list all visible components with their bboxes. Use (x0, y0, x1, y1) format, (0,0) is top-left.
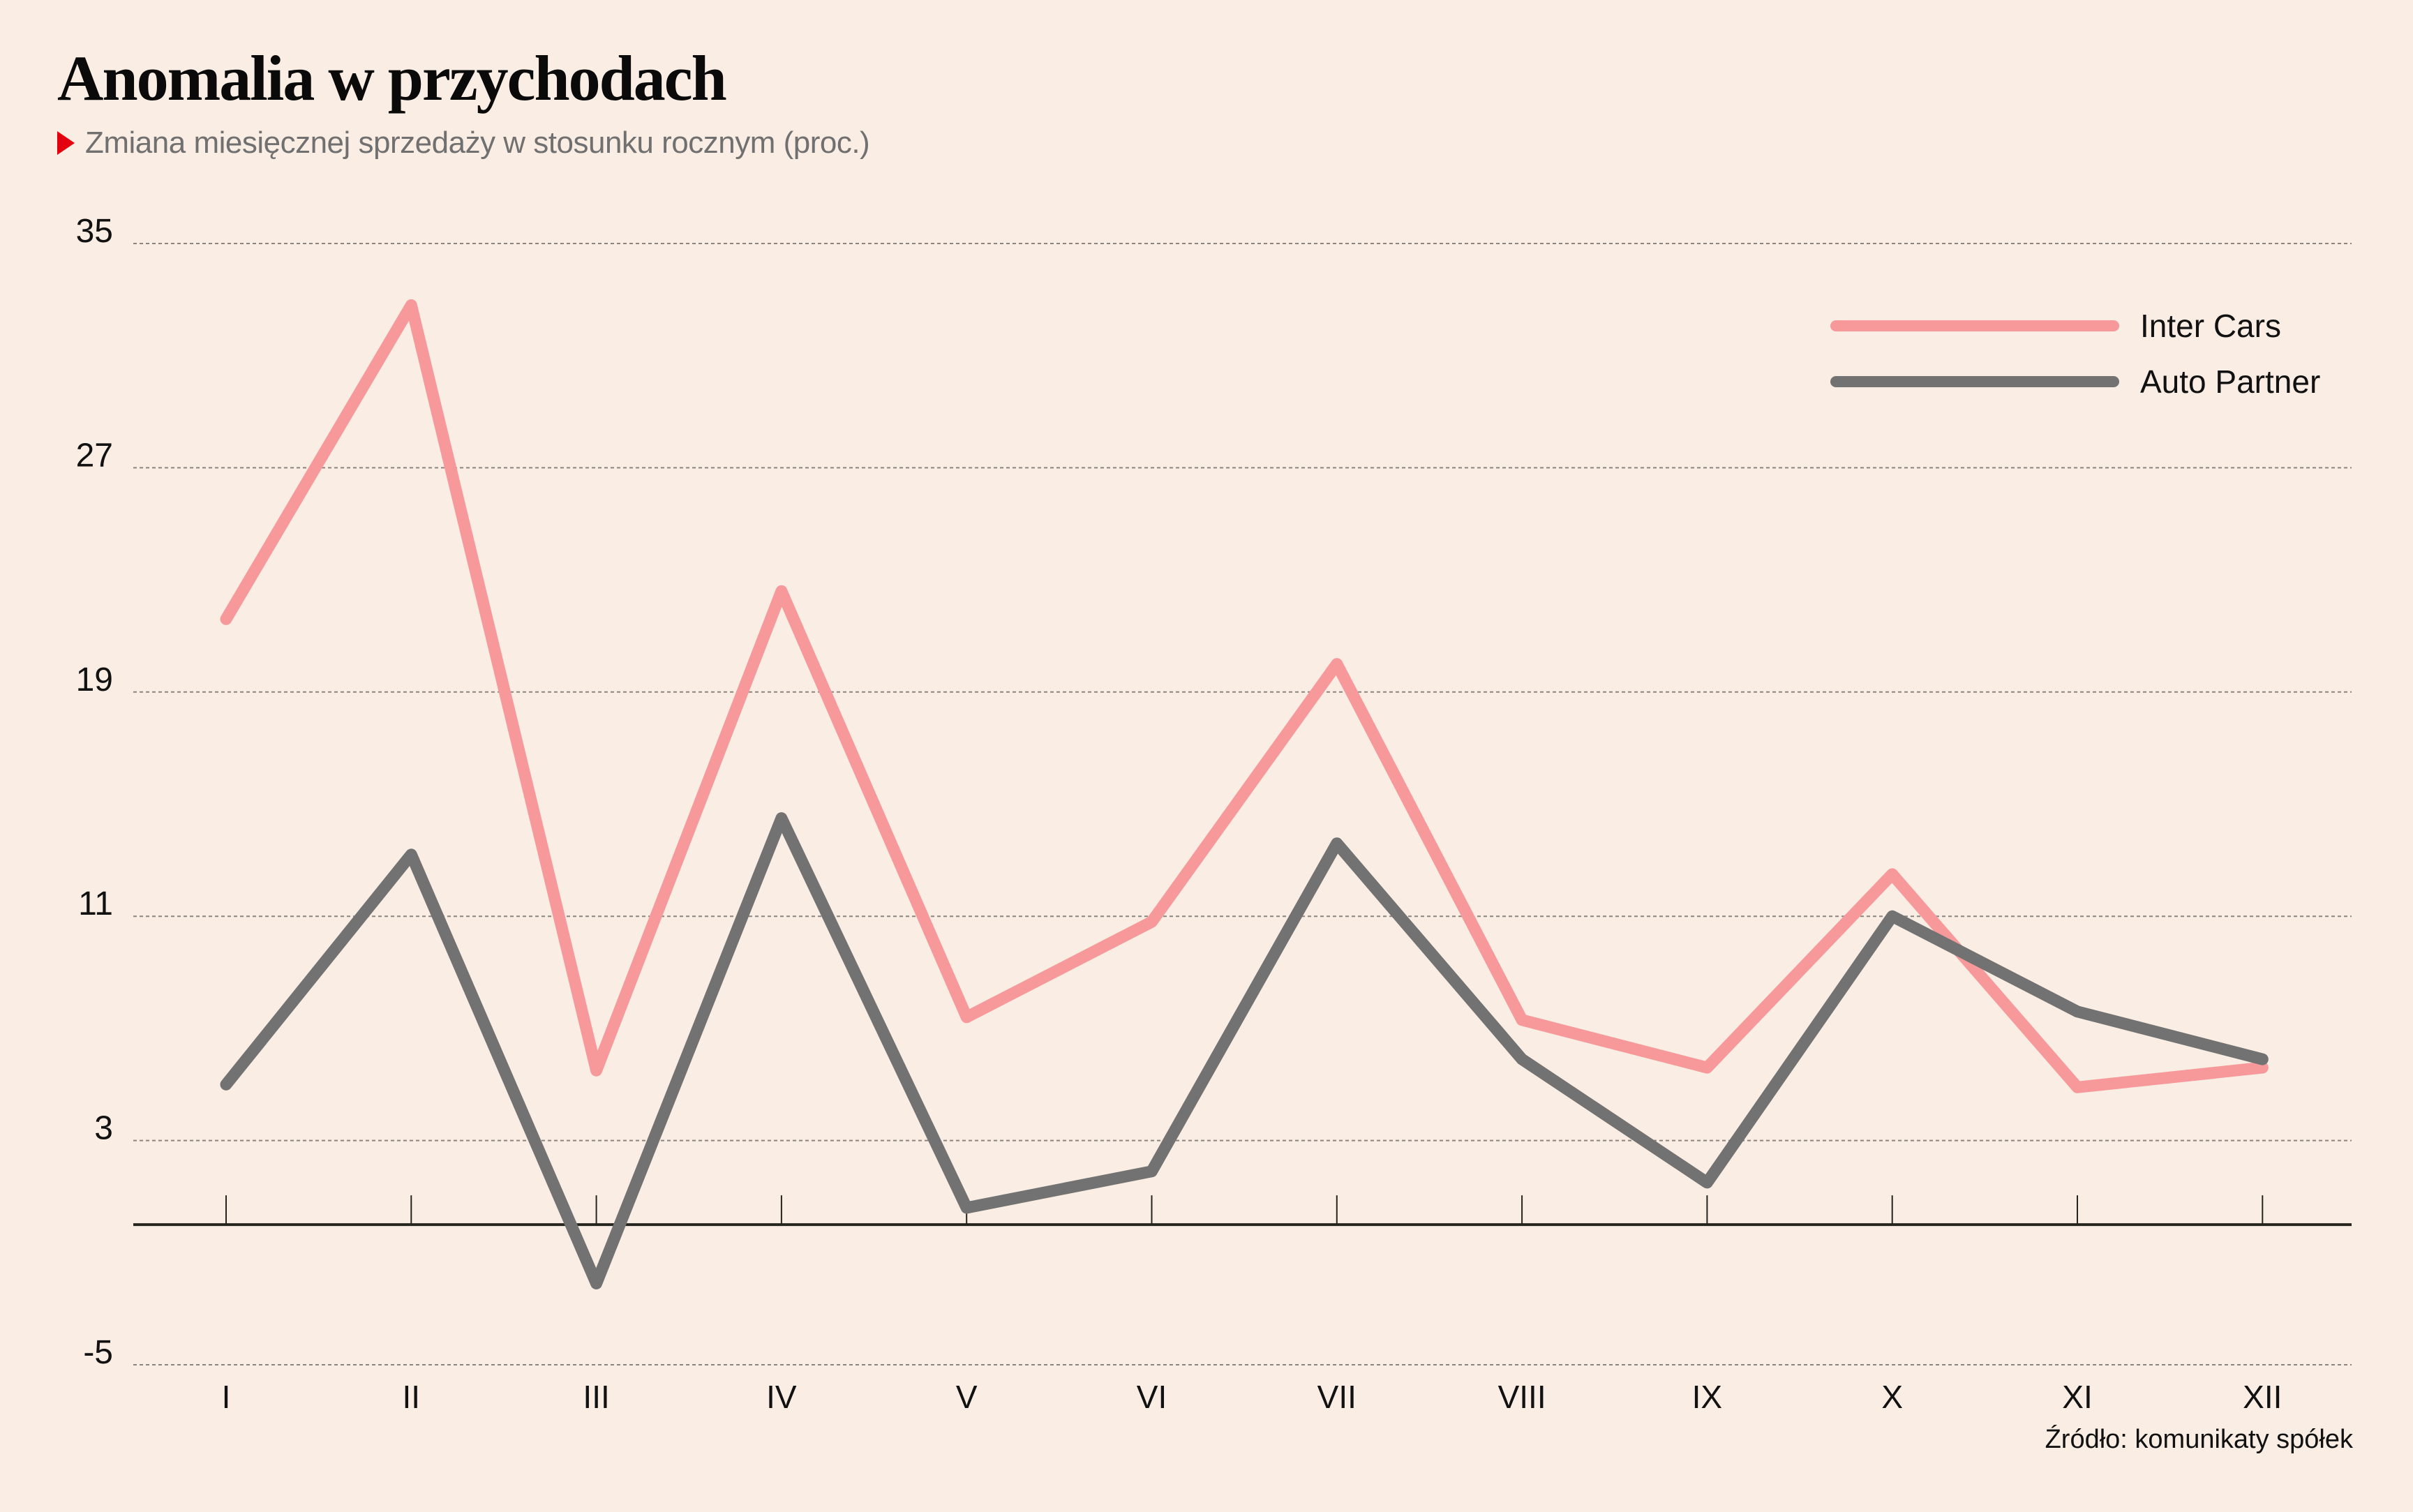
chart-subtitle: Zmiana miesięcznej sprzedaży w stosunku … (57, 126, 870, 160)
y-tick-label: 19 (76, 661, 113, 698)
legend-item-auto-partner: Auto Partner (1830, 364, 2320, 400)
y-tick-label: 27 (76, 437, 113, 474)
y-tick-label: 3 (94, 1110, 113, 1147)
x-tick-label: VII (1317, 1379, 1357, 1415)
x-tick-label: XI (2062, 1379, 2092, 1415)
x-tick-label: II (403, 1379, 421, 1415)
x-tick-label: VI (1137, 1379, 1167, 1415)
x-axis-labels: I II III IV V VI VII VIII IX X XI XII (222, 1379, 2283, 1415)
x-tick-label: VIII (1498, 1379, 1546, 1415)
legend-label: Inter Cars (2140, 308, 2281, 344)
y-tick-label: 35 (76, 213, 113, 250)
x-tick-label: X (1881, 1379, 1903, 1415)
triangle-marker-icon (57, 131, 75, 155)
x-tick-label: XII (2243, 1379, 2282, 1415)
chart-title: Anomalia w przychodach (57, 43, 727, 114)
series-lines (220, 299, 2269, 1289)
chart-subtitle-text: Zmiana miesięcznej sprzedaży w stosunku … (85, 126, 870, 160)
y-axis-labels: 35 27 19 11 3 -5 (76, 213, 113, 1371)
source-note: Źródło: komunikaty spółek (2045, 1425, 2353, 1454)
legend-label: Auto Partner (2140, 364, 2320, 400)
x-tick-label: III (583, 1379, 609, 1415)
series-line-auto-partner (220, 812, 2269, 1289)
legend-item-inter-cars: Inter Cars (1830, 308, 2281, 344)
x-tick-label: I (222, 1379, 231, 1415)
legend: Inter Cars Auto Partner (1830, 308, 2320, 400)
x-tick-label: IX (1692, 1379, 1722, 1415)
x-axis (133, 1195, 2352, 1227)
y-tick-label: 11 (78, 885, 113, 922)
series-line-inter-cars (220, 299, 2269, 1093)
x-tick-label: IV (766, 1379, 797, 1415)
y-tick-label: -5 (83, 1334, 113, 1371)
x-tick-label: V (956, 1379, 978, 1415)
gridlines (133, 243, 2352, 1365)
